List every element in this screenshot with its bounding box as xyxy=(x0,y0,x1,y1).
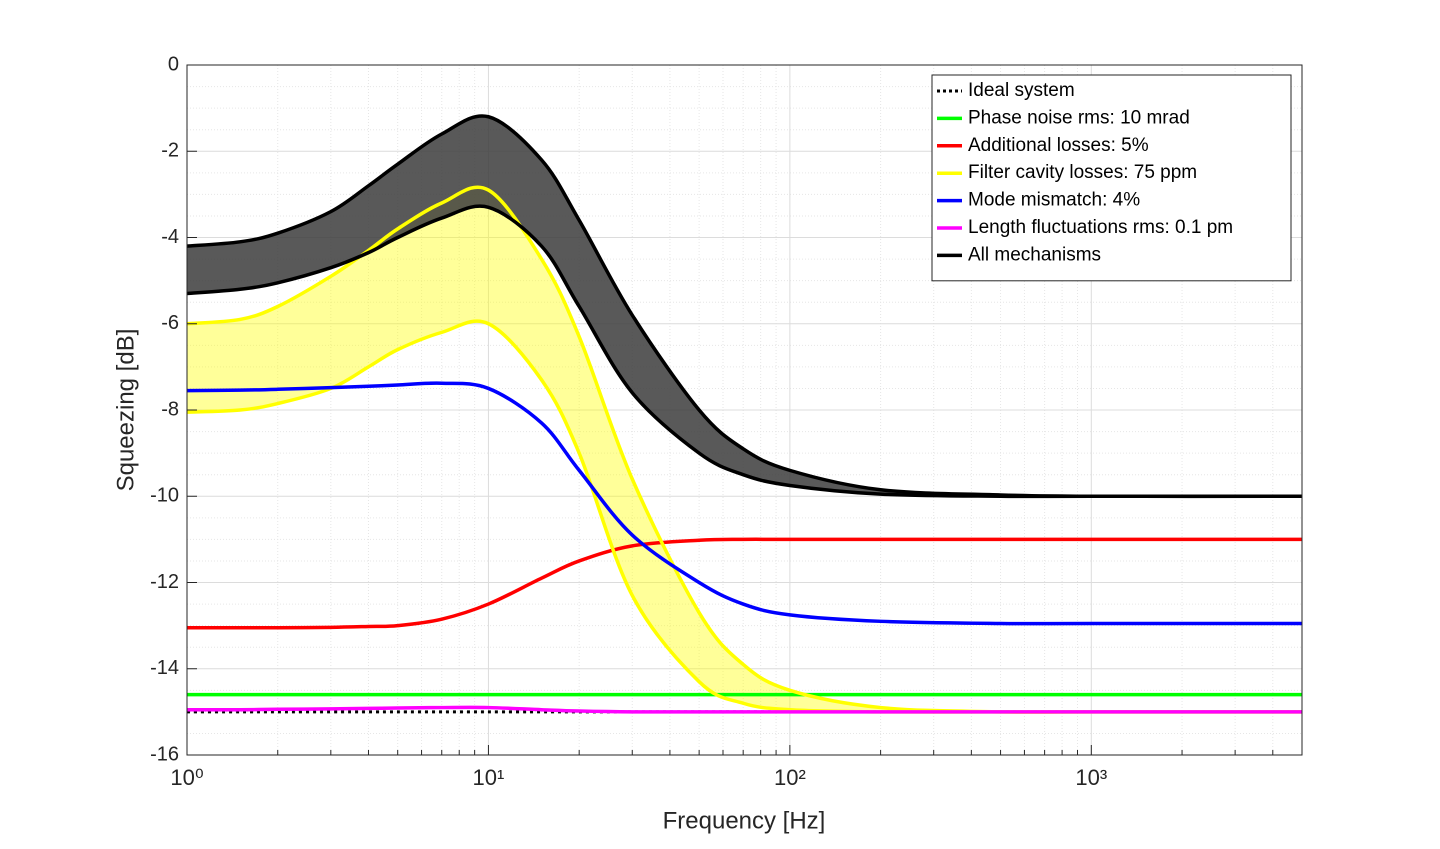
legend-label: Ideal system xyxy=(968,80,1075,101)
band xyxy=(187,187,1302,713)
y-axis-label: Squeezing [dB] xyxy=(112,329,139,492)
series-line xyxy=(186,381,1302,626)
y-tick-label: -16 xyxy=(150,743,179,765)
legend-label: All mechanisms xyxy=(968,244,1101,265)
x-tick-label: 10¹ xyxy=(473,765,505,790)
x-tick-label: 10⁰ xyxy=(170,765,203,790)
y-tick-label: 0 xyxy=(168,53,179,75)
y-tick-label: -14 xyxy=(150,657,179,679)
series-line-lower xyxy=(186,204,1302,499)
x-tick-label: 10² xyxy=(774,765,806,790)
legend-box xyxy=(931,74,1292,282)
x-tick-label: 10³ xyxy=(1075,765,1107,790)
y-tick-label: -2 xyxy=(161,140,179,162)
y-tick-label: -6 xyxy=(161,312,179,334)
x-axis-label: Frequency [Hz] xyxy=(663,807,826,834)
legend-label: Phase noise rms: 10 mrad xyxy=(968,107,1190,128)
legend-label: Additional losses: 5% xyxy=(968,135,1149,156)
y-tick-label: -10 xyxy=(150,485,179,507)
series-line xyxy=(187,537,1302,630)
y-tick-label: -12 xyxy=(150,571,179,593)
series-line xyxy=(186,705,1302,714)
legend-label: Length fluctuations rms: 0.1 pm xyxy=(968,217,1233,238)
y-tick-label: -4 xyxy=(161,226,179,248)
legend-label: Mode mismatch: 4% xyxy=(968,190,1140,211)
y-tick-label: -8 xyxy=(161,398,179,420)
legend-label: Filter cavity losses: 75 ppm xyxy=(968,162,1197,183)
